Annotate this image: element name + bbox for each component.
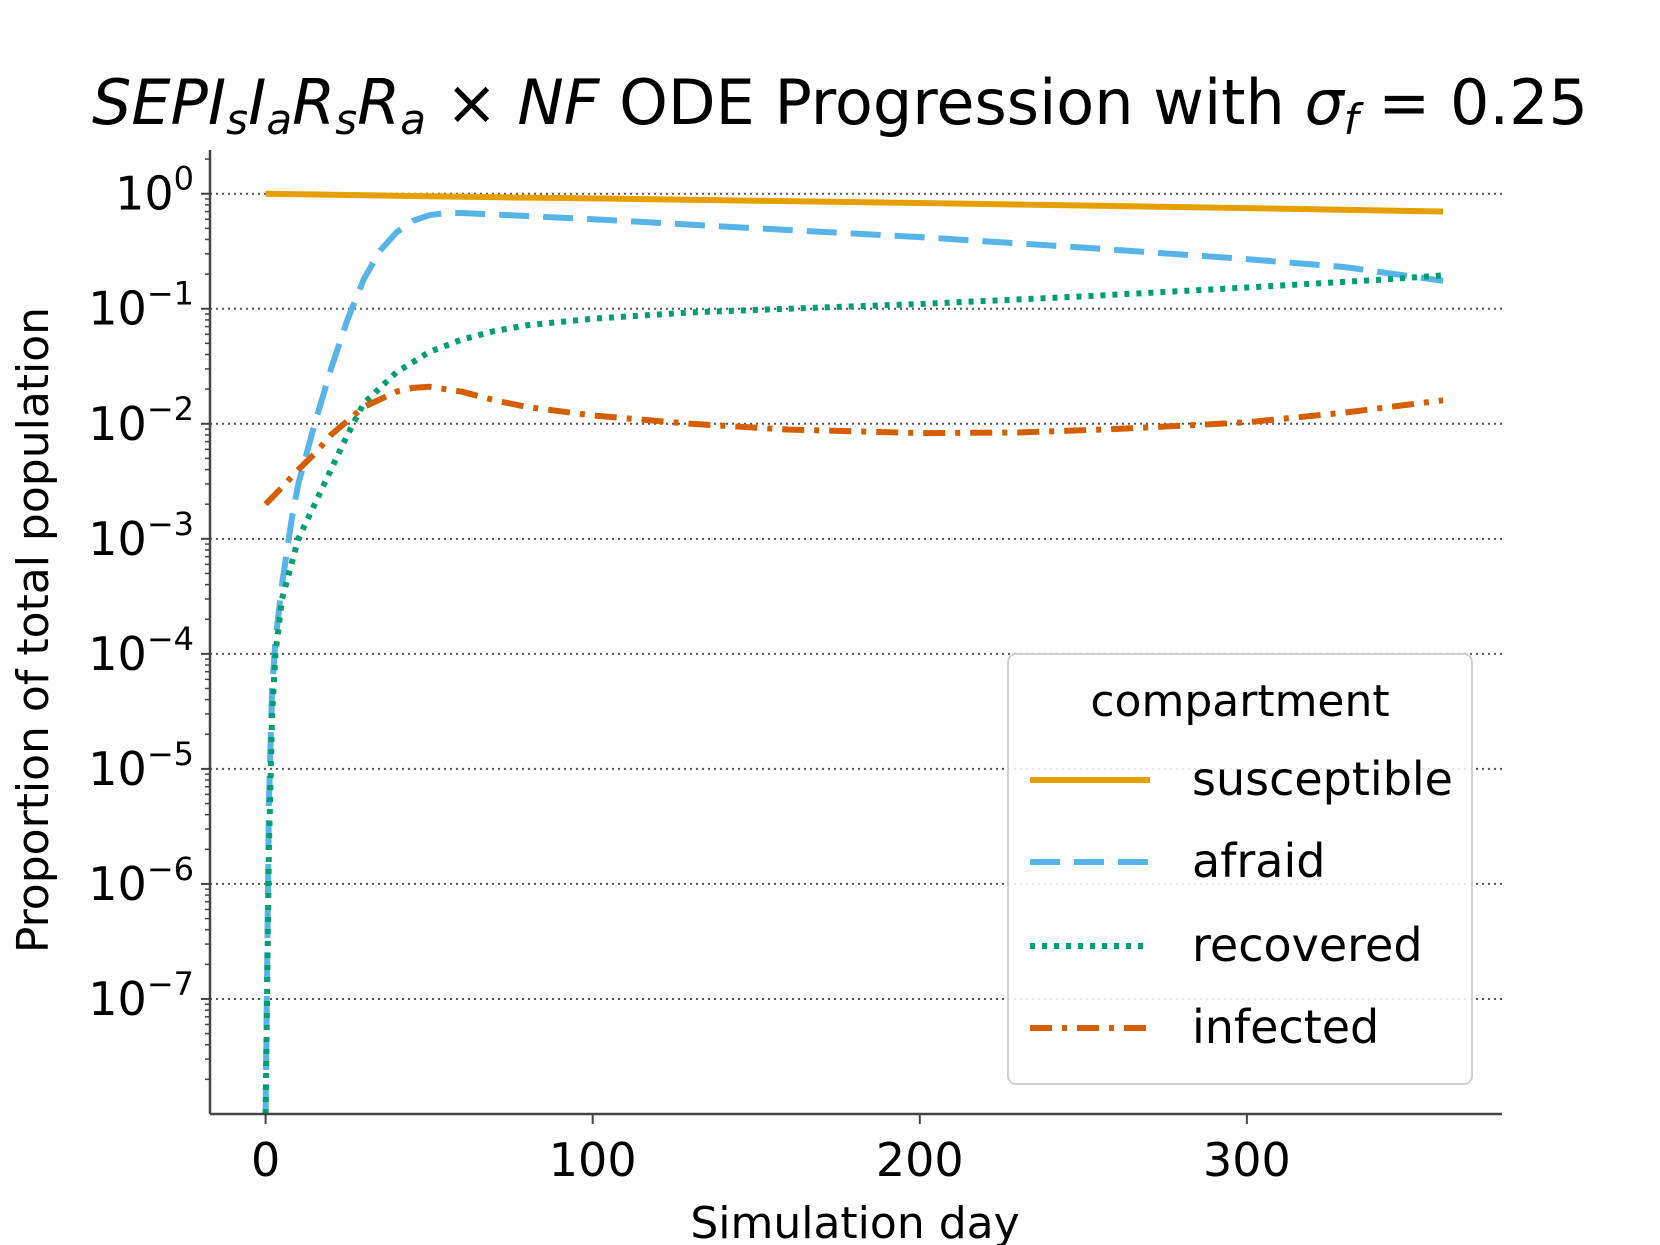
y-tick-label: 10−6 (88, 850, 194, 911)
x-tick-label: 100 (549, 1133, 637, 1187)
x-axis-ticks: 0 100 200 300 (251, 1114, 1291, 1187)
y-tick-label: 10−4 (88, 620, 194, 681)
legend-frame (1007, 653, 1473, 1085)
legend-label-afraid: afraid (1192, 834, 1325, 888)
legend-label-recovered: recovered (1192, 918, 1423, 972)
series-line-afraid (262, 210, 1444, 1115)
y-tick-label: 10−5 (88, 735, 194, 796)
y-tick-label: 10−3 (88, 505, 194, 566)
y-tick-label: 10−7 (88, 965, 194, 1026)
legend: compartment susceptible afraid recovered in… (1007, 653, 1473, 1085)
series-lines (262, 190, 1444, 1115)
legend-label-infected: infected (1192, 1000, 1379, 1054)
x-axis-label: Simulation day (690, 1198, 1019, 1245)
legend-label-susceptible: susceptible (1192, 752, 1453, 806)
y-tick-label: 100 (115, 160, 194, 221)
chart-title: SEPIsIaRsRa × NF ODE Progression with σf… (92, 66, 1588, 144)
y-tick-label: 10−1 (88, 275, 194, 336)
series-line-susceptible (265, 190, 1444, 215)
x-tick-label: 0 (251, 1133, 280, 1187)
y-tick-label: 10−2 (88, 390, 194, 451)
x-tick-label: 300 (1203, 1133, 1291, 1187)
series-line-infected (263, 383, 1444, 507)
x-tick-label: 200 (876, 1133, 964, 1187)
y-axis-label: Proportion of total population (8, 307, 59, 953)
legend-title: compartment (1090, 676, 1389, 727)
axes (208, 150, 1502, 1116)
y-axis-ticks: 100 10−1 10−2 10−3 10−4 10−5 10−6 10−7 (88, 158, 210, 1081)
